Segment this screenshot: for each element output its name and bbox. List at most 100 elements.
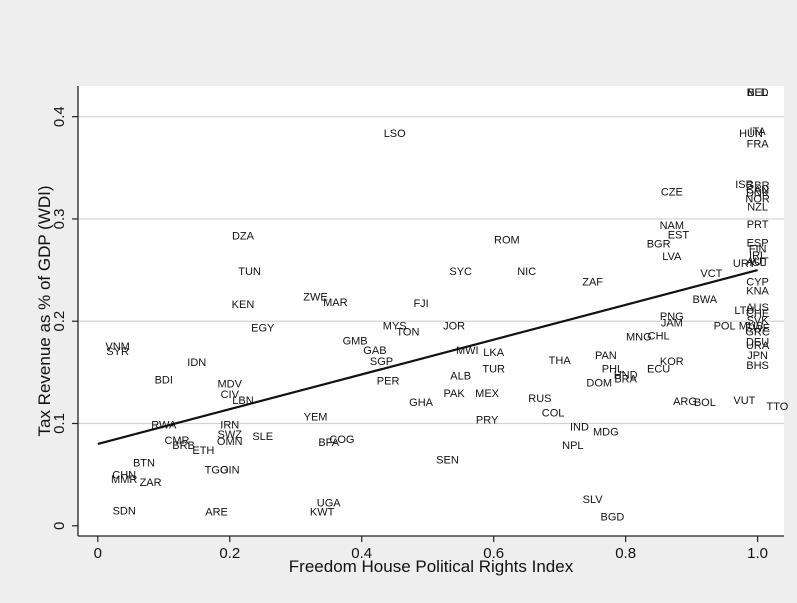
point-label: LVA <box>662 251 682 263</box>
point-label: IDN <box>187 357 206 369</box>
point-label: PER <box>377 376 400 388</box>
y-tick-label: 0.1 <box>51 413 68 434</box>
point-label: PRY <box>476 414 499 426</box>
fit-line-layer <box>97 269 758 446</box>
point-label: VCT <box>700 268 722 280</box>
point-label: JOR <box>443 320 465 332</box>
point-label: SDN <box>113 505 136 517</box>
point-label: KWT <box>310 506 335 518</box>
point-label: BDI <box>155 375 173 387</box>
point-label: LKA <box>483 347 504 359</box>
x-axis-title: Freedom House Political Rights Index <box>289 557 574 576</box>
point-label: URY <box>733 258 757 270</box>
point-label: SGP <box>370 356 393 368</box>
point-label: BGR <box>647 239 671 251</box>
point-label: GHA <box>409 397 434 409</box>
point-label: EGY <box>251 322 275 334</box>
point-label: IRL <box>749 250 766 262</box>
axes: 0 0.1 0.2 0.3 0.4 0 0.2 0.4 0.6 0.8 1.0 <box>51 86 784 562</box>
point-label: JPN <box>747 350 768 362</box>
point-label: TUR <box>482 363 505 375</box>
point-label: POL <box>714 320 736 332</box>
point-label: GIN <box>220 465 240 477</box>
point-label: COL <box>542 407 565 419</box>
point-label: DOM <box>586 378 612 390</box>
point-label: LSO <box>384 128 406 140</box>
point-label: MUS <box>739 320 763 332</box>
point-label: SEN <box>436 454 459 466</box>
y-tick-label: 0.2 <box>51 311 68 332</box>
point-label: VUT <box>733 395 755 407</box>
point-label: NPL <box>562 440 583 452</box>
point-label: CMR <box>164 435 189 447</box>
point-label: MYS <box>383 320 407 332</box>
point-label: IND <box>570 422 589 434</box>
point-label: GRC <box>745 326 770 338</box>
point-label: ZAR <box>140 477 162 489</box>
point-label: MEX <box>475 388 500 400</box>
point-label: COG <box>329 434 354 446</box>
point-label: DEU <box>746 337 769 349</box>
fit-line <box>97 269 758 446</box>
point-label: MWI <box>456 345 479 357</box>
point-label: CHL <box>648 331 670 343</box>
point-label: CYP <box>746 276 769 288</box>
point-label: LTU <box>734 305 754 317</box>
point-label: PAN <box>595 350 617 362</box>
point-label: BTN <box>133 457 155 469</box>
point-label: RUS <box>528 393 551 405</box>
point-label: MDV <box>218 379 243 391</box>
point-label: DZA <box>232 230 255 242</box>
point-label: SYC <box>449 266 472 278</box>
grid-lines <box>78 116 784 425</box>
point-label: AUS <box>746 302 769 314</box>
point-label: GAB <box>363 345 386 357</box>
point-label: MDG <box>593 427 619 439</box>
point-label: YEM <box>304 411 328 423</box>
point-label: EST <box>668 229 690 241</box>
y-tick-label: 0 <box>51 522 68 530</box>
point-label: BHS <box>746 360 769 372</box>
x-tick-label: 1.0 <box>747 545 768 562</box>
point-label: SYR <box>106 346 129 358</box>
point-label: MNG <box>626 332 652 344</box>
plot-area <box>78 86 784 536</box>
point-label: TUN <box>238 266 261 278</box>
x-tick-label: 0.6 <box>483 545 504 562</box>
point-label: NIC <box>517 266 536 278</box>
point-label: OMN <box>217 436 243 448</box>
point-label: BRB <box>172 440 195 452</box>
point-label: MAR <box>323 297 348 309</box>
point-label: AUT <box>747 256 769 268</box>
point-label: CZE <box>661 186 683 198</box>
point-label: SLE <box>252 431 273 443</box>
point-label: BFA <box>318 437 339 449</box>
x-tick-label: 0.4 <box>351 545 372 562</box>
point-label: KEN <box>232 299 255 311</box>
point-label: GBR <box>746 180 770 192</box>
point-label: NOR <box>745 194 770 206</box>
point-label: SWE <box>745 322 770 334</box>
y-tick-label: 0.4 <box>51 106 68 127</box>
point-label: ITA <box>749 126 766 138</box>
point-label: ALB <box>450 370 471 382</box>
point-label: RWA <box>151 420 177 432</box>
point-label: THA <box>549 355 572 367</box>
point-label: VNM <box>105 341 129 353</box>
x-tick-label: 0 <box>94 545 102 562</box>
point-label: ZWE <box>303 292 327 304</box>
point-label: ESP <box>747 238 769 250</box>
y-axis-title: Tax Revenue as % of GDP (WDI) <box>35 186 54 437</box>
point-label: PAK <box>443 388 465 400</box>
point-label: ISL <box>749 257 766 269</box>
point-label: HND <box>614 369 638 381</box>
point-label: BWA <box>692 294 717 306</box>
point-label: ROM <box>494 234 520 246</box>
point-label: ETH <box>192 445 214 457</box>
point-label: CHN <box>112 470 136 482</box>
point-label: IRN <box>220 420 239 432</box>
point-label: TGO <box>205 465 229 477</box>
point-label: PHL <box>602 363 623 375</box>
